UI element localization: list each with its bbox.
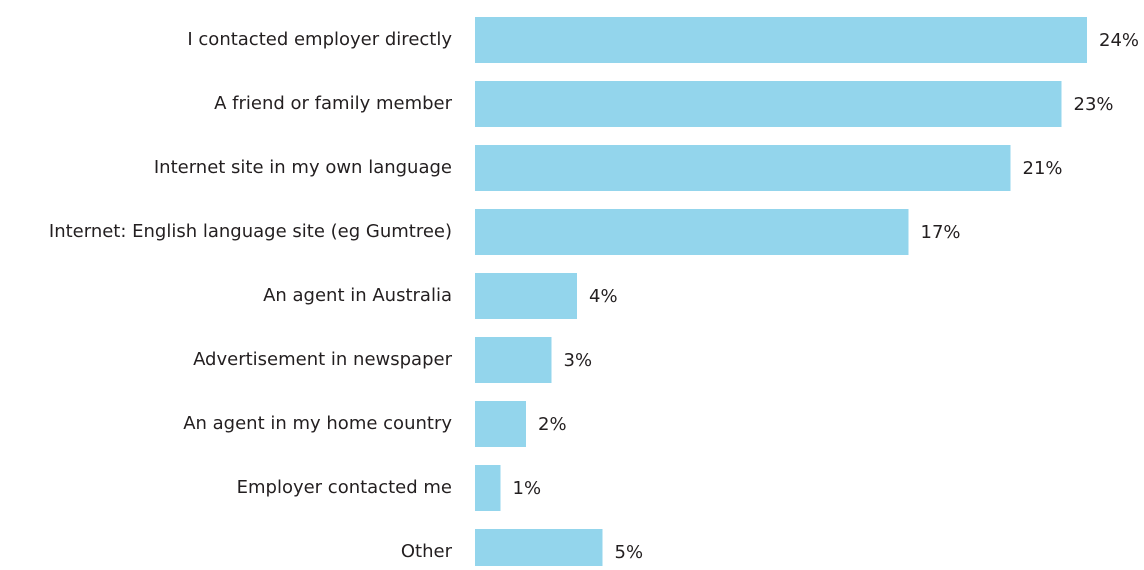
bar — [475, 529, 603, 570]
bar — [475, 273, 577, 319]
value-label: 24% — [1099, 30, 1139, 51]
bar — [475, 337, 552, 383]
category-label: Internet: English language site (eg Gumt… — [49, 221, 452, 242]
bar — [475, 209, 909, 255]
value-label: 3% — [564, 350, 593, 371]
bar — [475, 401, 526, 447]
category-label: Advertisement in newspaper — [193, 349, 453, 370]
bar — [475, 145, 1011, 191]
value-label: 17% — [921, 222, 961, 243]
category-label: An agent in my home country — [183, 413, 452, 434]
value-label: 21% — [1023, 158, 1063, 179]
value-label: 1% — [513, 478, 542, 499]
category-label: An agent in Australia — [263, 285, 452, 306]
category-label: Other — [401, 541, 453, 562]
value-label: 4% — [589, 286, 618, 307]
bar — [475, 465, 501, 511]
category-label: Employer contacted me — [237, 477, 452, 498]
category-label: A friend or family member — [214, 93, 452, 114]
category-label: Internet site in my own language — [154, 157, 452, 178]
bar — [475, 17, 1087, 63]
value-label: 5% — [615, 542, 644, 563]
category-label: I contacted employer directly — [187, 29, 452, 50]
bar — [475, 81, 1062, 127]
value-label: 23% — [1074, 94, 1114, 115]
value-label: 2% — [538, 414, 567, 435]
